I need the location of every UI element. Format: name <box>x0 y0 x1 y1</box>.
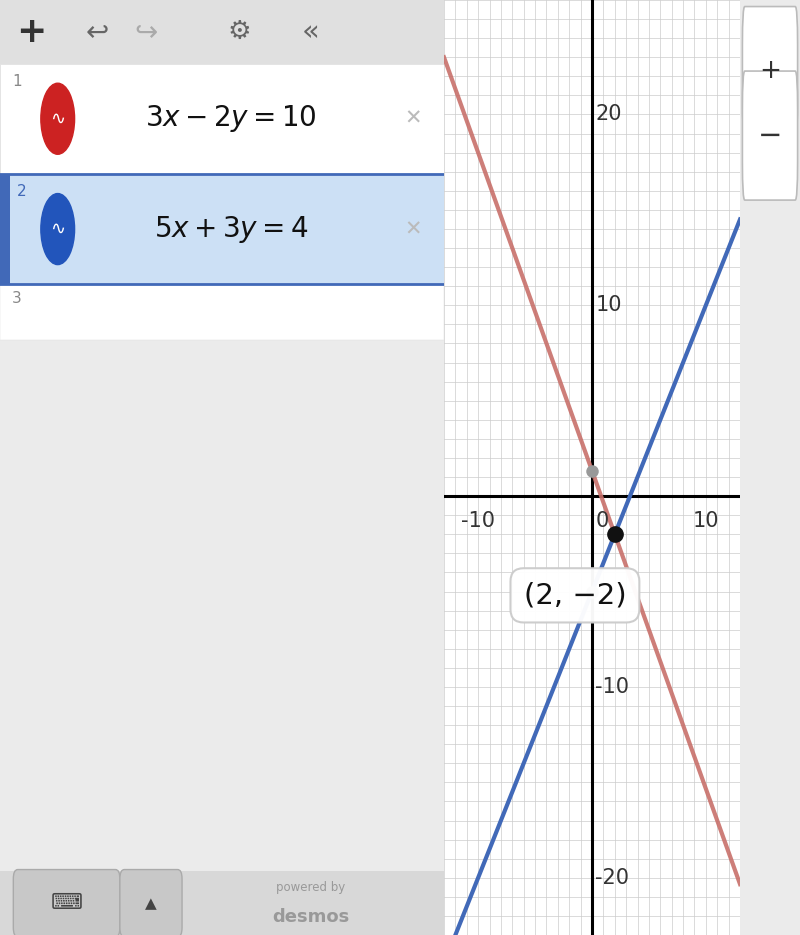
Text: powered by: powered by <box>276 881 346 894</box>
FancyBboxPatch shape <box>0 64 444 174</box>
FancyBboxPatch shape <box>742 7 798 136</box>
FancyBboxPatch shape <box>0 284 444 340</box>
Text: ✕: ✕ <box>404 219 422 239</box>
Text: 10: 10 <box>595 295 622 315</box>
Text: 20: 20 <box>595 105 622 124</box>
Text: (2, −2): (2, −2) <box>524 582 626 610</box>
Text: 0: 0 <box>595 511 609 531</box>
Text: -10: -10 <box>595 677 630 697</box>
Text: ∿: ∿ <box>50 109 66 128</box>
Text: −: − <box>758 122 782 150</box>
Text: $5x + 3y = 4$: $5x + 3y = 4$ <box>154 213 308 245</box>
Text: ✕: ✕ <box>404 108 422 129</box>
FancyBboxPatch shape <box>0 0 444 64</box>
Text: 1: 1 <box>12 74 22 89</box>
Text: $3x - 2y = 10$: $3x - 2y = 10$ <box>145 103 317 135</box>
FancyBboxPatch shape <box>742 71 798 200</box>
Text: +: + <box>16 15 46 49</box>
Text: ↪: ↪ <box>135 18 158 46</box>
Text: desmos: desmos <box>272 908 350 927</box>
Text: ↩: ↩ <box>86 18 110 46</box>
FancyBboxPatch shape <box>0 871 444 935</box>
Text: 🔧: 🔧 <box>763 20 777 40</box>
FancyBboxPatch shape <box>14 870 120 935</box>
Text: 2: 2 <box>17 184 26 199</box>
FancyBboxPatch shape <box>0 174 10 284</box>
FancyBboxPatch shape <box>740 0 800 935</box>
Text: «: « <box>302 18 320 46</box>
Text: 10: 10 <box>693 511 719 531</box>
Text: ∿: ∿ <box>50 220 66 238</box>
Text: 3: 3 <box>12 291 22 306</box>
FancyBboxPatch shape <box>0 174 444 284</box>
Text: +: + <box>759 58 781 84</box>
Text: ⌨: ⌨ <box>50 893 82 913</box>
Text: -20: -20 <box>595 868 630 887</box>
Text: ⚙: ⚙ <box>228 19 251 45</box>
Circle shape <box>41 194 74 265</box>
Circle shape <box>41 83 74 154</box>
FancyBboxPatch shape <box>120 870 182 935</box>
Text: ▲: ▲ <box>145 896 157 911</box>
Text: -10: -10 <box>461 511 495 531</box>
